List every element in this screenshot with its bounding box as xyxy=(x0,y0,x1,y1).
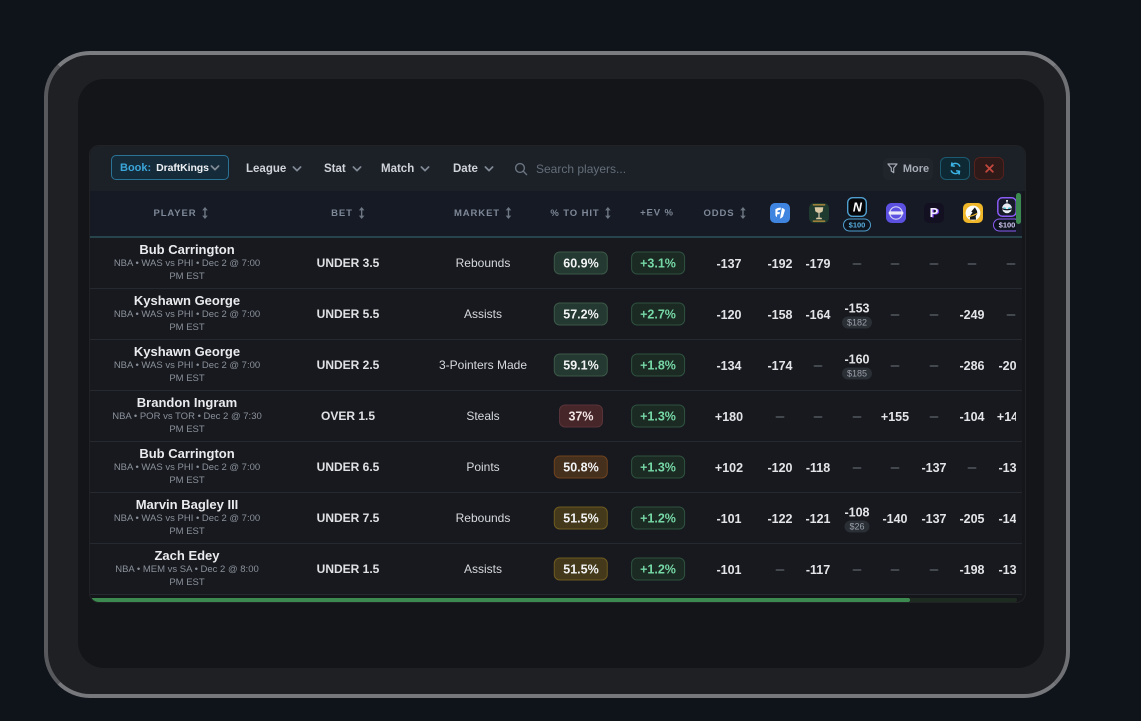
svg-text:P: P xyxy=(930,205,939,220)
svg-text:P: P xyxy=(931,206,940,221)
svg-text:N: N xyxy=(853,200,863,214)
